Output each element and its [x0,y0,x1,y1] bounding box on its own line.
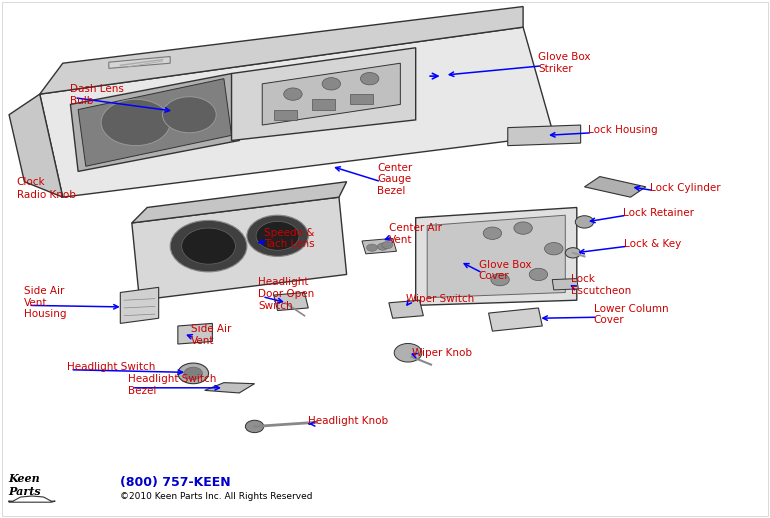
Text: Wiper Knob: Wiper Knob [412,348,472,358]
Text: Glove Box
Striker: Glove Box Striker [538,52,591,74]
Circle shape [256,221,299,250]
Polygon shape [132,182,346,223]
Polygon shape [40,7,523,94]
Polygon shape [427,215,565,298]
Polygon shape [78,79,232,166]
Text: Lock
Escutcheon: Lock Escutcheon [571,274,631,296]
Text: Wiper Switch: Wiper Switch [406,294,474,304]
Text: Headlight Switch: Headlight Switch [66,362,155,372]
Polygon shape [263,63,400,125]
Polygon shape [70,74,239,171]
Circle shape [360,73,379,85]
Text: Headlight Knob: Headlight Knob [308,416,388,426]
Circle shape [170,220,247,272]
Circle shape [247,215,308,256]
Text: Radio Knob: Radio Knob [17,190,75,199]
Text: Lock & Key: Lock & Key [624,239,681,249]
Polygon shape [416,208,577,306]
Polygon shape [40,27,554,197]
Polygon shape [389,300,424,318]
Polygon shape [274,293,308,310]
Circle shape [178,363,209,384]
Text: Lock Housing: Lock Housing [588,125,658,135]
Circle shape [101,99,170,146]
Polygon shape [205,383,255,393]
Circle shape [283,88,302,100]
Polygon shape [584,177,646,197]
Circle shape [491,274,509,286]
Polygon shape [178,323,213,344]
Polygon shape [507,125,581,146]
Polygon shape [232,48,416,140]
Circle shape [382,241,393,249]
Polygon shape [312,99,335,110]
Text: (800) 757-KEEN: (800) 757-KEEN [120,476,231,488]
Polygon shape [132,197,346,300]
Text: Lower Column
Cover: Lower Column Cover [594,304,668,325]
Polygon shape [274,110,296,120]
Circle shape [484,227,501,239]
Text: Glove Box
Cover: Glove Box Cover [479,260,531,281]
Text: Headlight
Door Open
Switch: Headlight Door Open Switch [259,278,315,311]
Text: ©2010 Keen Parts Inc. All Rights Reserved: ©2010 Keen Parts Inc. All Rights Reserve… [120,492,313,500]
Text: Side Air
Vent: Side Air Vent [191,324,231,346]
Circle shape [377,243,388,250]
Circle shape [367,244,377,251]
Circle shape [322,78,340,90]
Text: Center Air
Vent: Center Air Vent [389,223,442,245]
Circle shape [246,420,264,433]
Polygon shape [9,94,63,197]
Polygon shape [489,308,542,331]
Circle shape [529,268,547,281]
Text: Headlight Switch
Bezel: Headlight Switch Bezel [128,375,216,396]
Text: Speedo &
Tach Lens: Speedo & Tach Lens [264,227,314,249]
Circle shape [514,222,532,234]
Polygon shape [350,94,373,105]
Text: Side Air
Vent
Housing: Side Air Vent Housing [25,286,67,320]
Text: Lock Cylinder: Lock Cylinder [650,183,720,193]
Text: Dash Lens
Bulb: Dash Lens Bulb [70,84,124,106]
Circle shape [575,215,594,228]
Circle shape [544,242,563,255]
Circle shape [182,228,236,264]
Polygon shape [109,56,170,68]
Text: Clock: Clock [17,177,45,186]
Circle shape [162,97,216,133]
Text: Center
Gauge
Bezel: Center Gauge Bezel [377,163,413,196]
Text: Keen
Parts: Keen Parts [8,473,41,497]
Polygon shape [120,287,159,323]
Polygon shape [552,279,578,290]
Circle shape [184,367,203,380]
Circle shape [565,248,581,258]
Circle shape [394,343,422,362]
Polygon shape [362,238,397,254]
Text: Lock Retainer: Lock Retainer [623,208,694,218]
